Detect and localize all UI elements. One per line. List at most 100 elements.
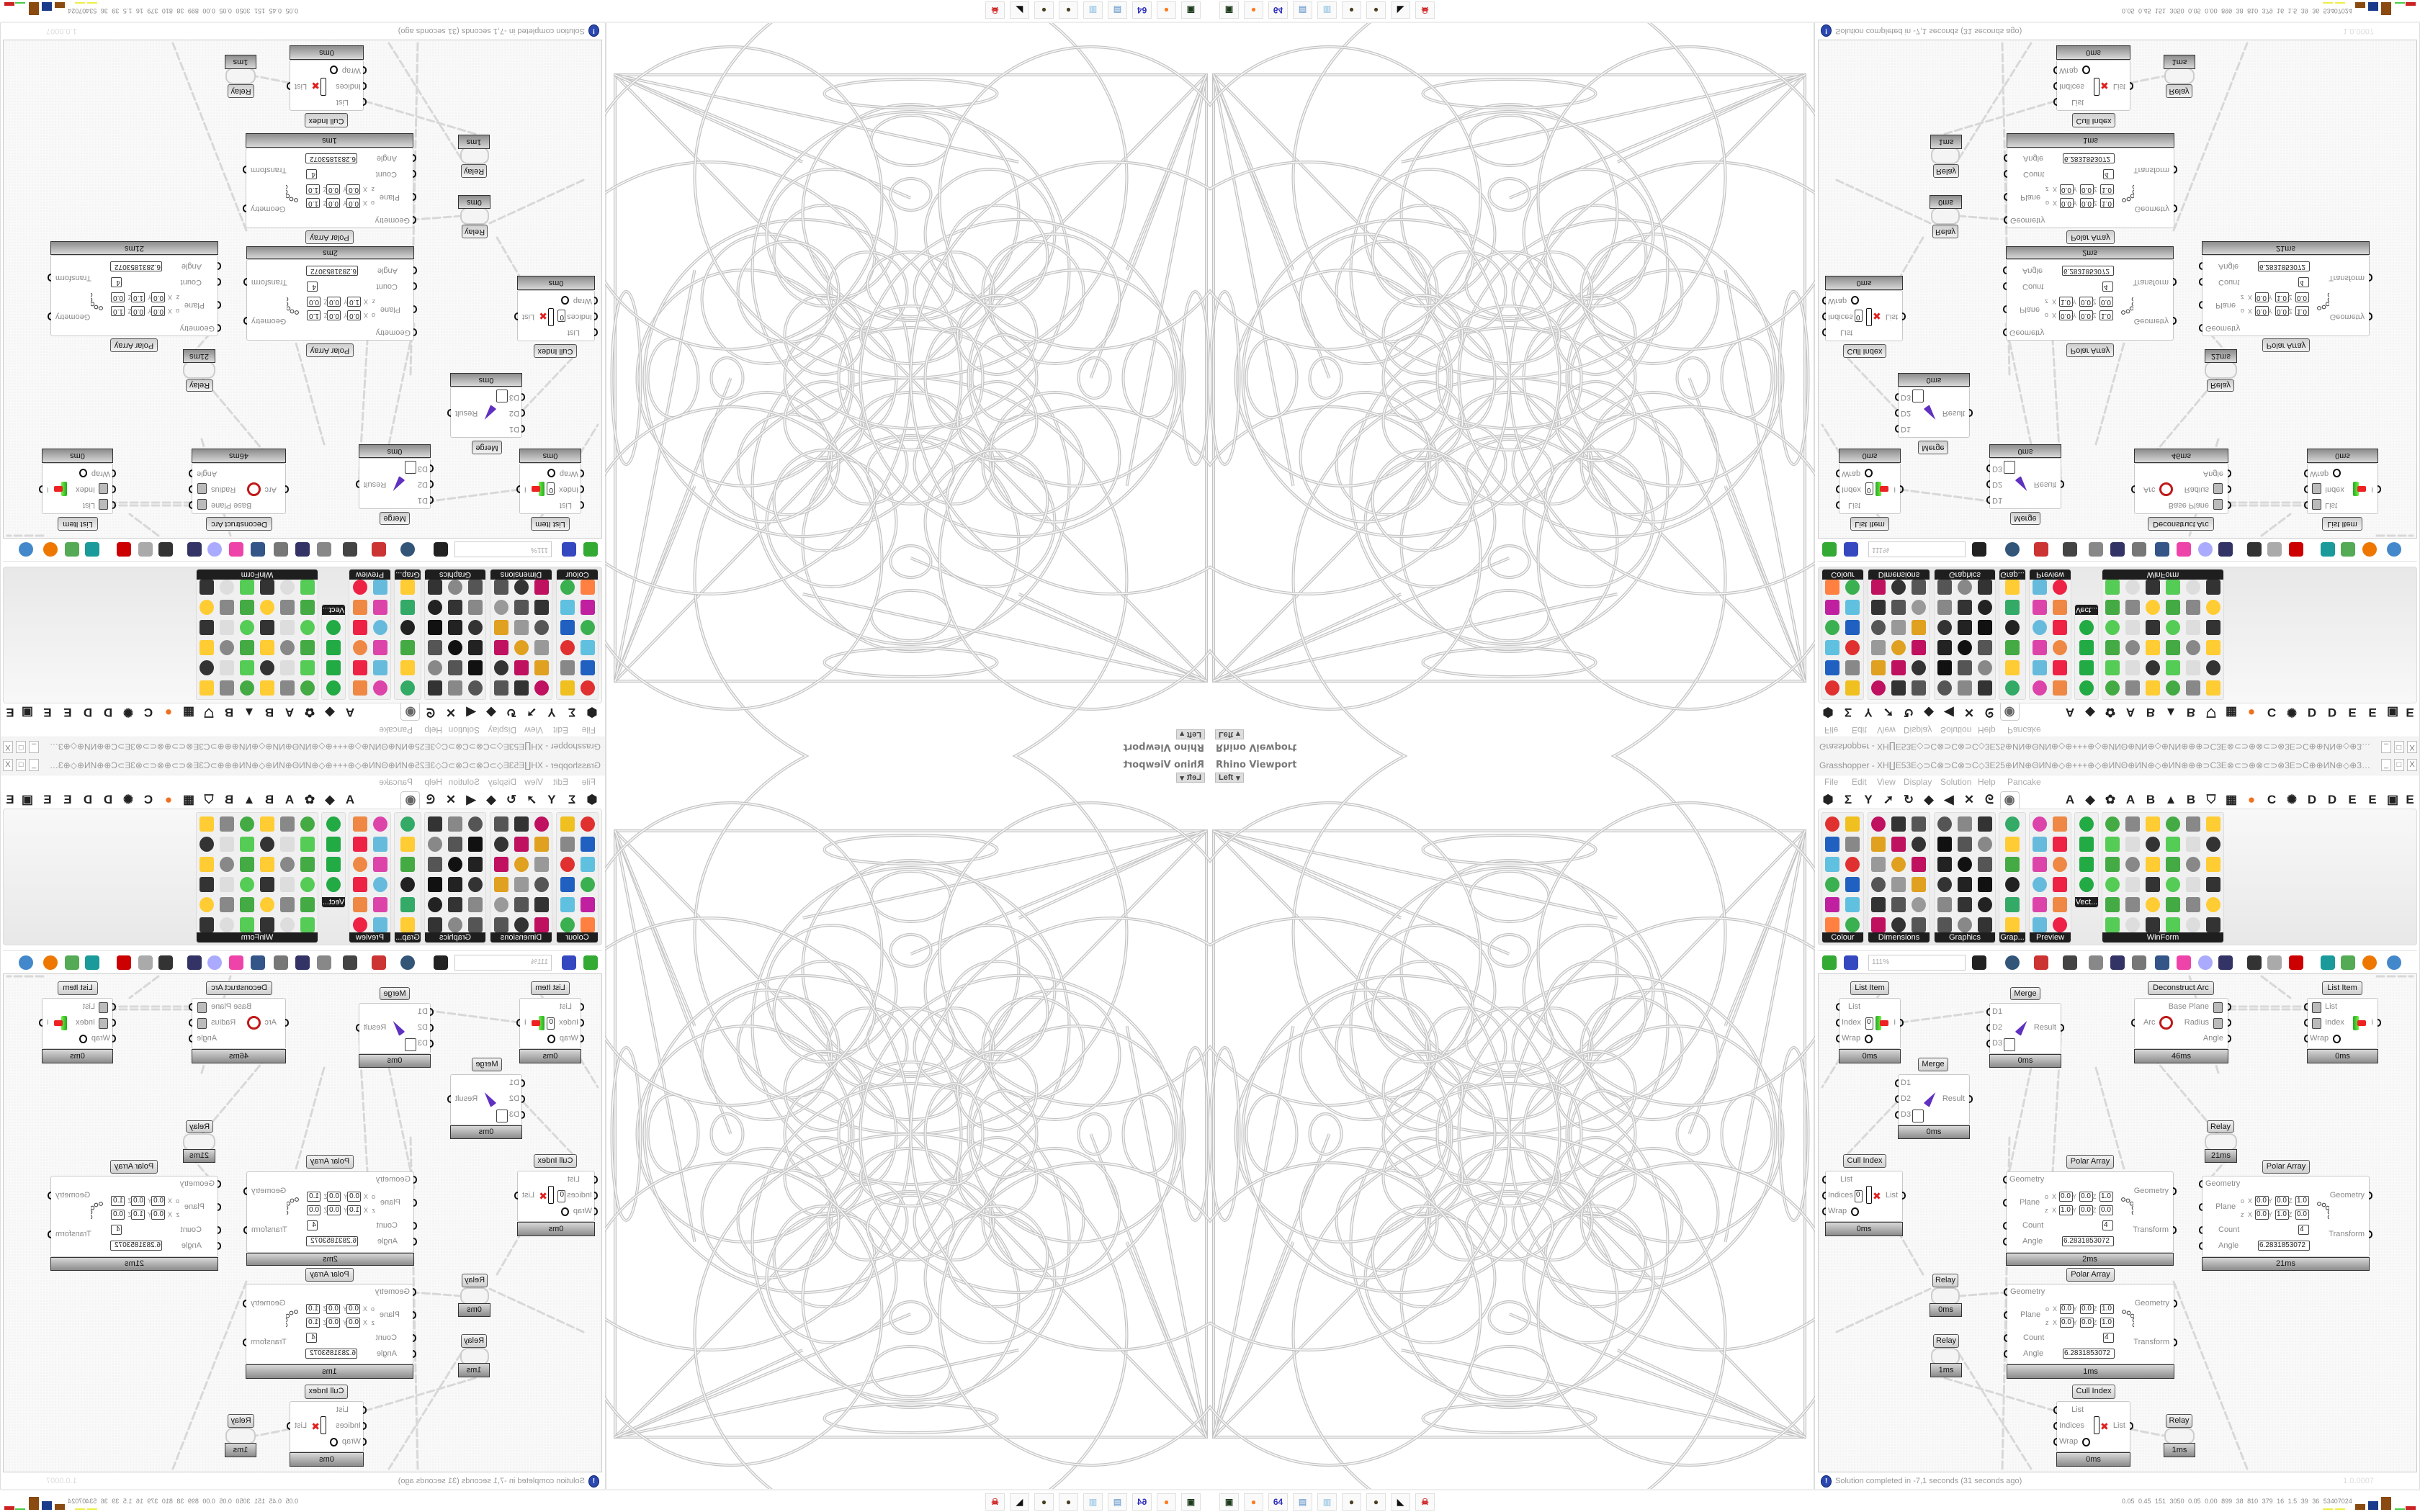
input-grip[interactable]	[1986, 464, 1990, 472]
taskbar-app-button[interactable]: ●	[1366, 1, 1386, 19]
count-field[interactable]: 4	[111, 1225, 122, 1235]
count-field[interactable]: 4	[2103, 1333, 2114, 1343]
input-grip[interactable]	[1836, 1019, 1839, 1027]
plane-value-field[interactable]: 0.0	[151, 306, 165, 316]
input-grip[interactable]	[2131, 485, 2135, 493]
component-icon[interactable]	[1958, 837, 1972, 852]
taskbar-app-button[interactable]: ▤	[1108, 1, 1127, 19]
angle-field[interactable]: 6.2831853072	[2258, 261, 2310, 271]
component-icon[interactable]	[1937, 857, 1952, 872]
taskbar-app-button[interactable]: ☠	[1415, 1, 1435, 19]
node-body[interactable]: Geometry Plane Count Angle o X 0.0 Y 0.0 Z 1.0 z X 0.…	[243, 148, 416, 228]
index-value-field[interactable]: 0	[1865, 1017, 1873, 1030]
tab-icon[interactable]: ✕	[1963, 793, 1975, 806]
ribbon-teal-icon[interactable]	[2321, 955, 2335, 970]
node-title[interactable]: Merge	[1918, 441, 1948, 454]
node-body[interactable]: Arc Base Plane Radius Angle	[2131, 463, 2231, 514]
component-icon[interactable]	[2105, 816, 2120, 832]
component-icon[interactable]	[2033, 917, 2047, 932]
component-icon[interactable]	[2125, 816, 2140, 832]
node-body[interactable]: Geometry Plane Count Angle o X 0.0 Y 0.0 Z 1.0 z X 1.…	[243, 1171, 417, 1253]
plane-value-field[interactable]: 0.0	[346, 198, 360, 208]
taskbar-app-button[interactable]: ◣	[1391, 1, 1410, 19]
index-value-field[interactable]: 0	[1865, 482, 1873, 495]
plane-value-field[interactable]: 0.0	[2080, 198, 2094, 208]
relay-body[interactable]	[2205, 361, 2237, 379]
component-icon[interactable]	[1937, 816, 1952, 832]
plane-value-field[interactable]: 1.0	[306, 198, 320, 208]
taskbar-app-button[interactable]: ●	[1342, 1493, 1361, 1511]
input-grip[interactable]	[2053, 1406, 2057, 1414]
node-title[interactable]: Relay	[462, 1274, 488, 1287]
count-field[interactable]: 4	[2298, 1225, 2309, 1235]
taskbar-app-button[interactable]: ▥	[1317, 1493, 1337, 1511]
component-icon[interactable]	[2166, 857, 2180, 872]
component-icon[interactable]	[2146, 897, 2160, 912]
node-title[interactable]: Relay	[2207, 379, 2234, 392]
plane-value-field[interactable]: 0.0	[347, 310, 361, 320]
component-icon[interactable]	[1912, 816, 1926, 832]
output-grip[interactable]	[39, 485, 42, 493]
output-grip[interactable]	[514, 1192, 518, 1200]
input-grip[interactable]	[1822, 328, 1826, 336]
component-icon[interactable]	[2053, 897, 2067, 912]
output-grip[interactable]	[243, 166, 246, 174]
input-grip[interactable]	[1986, 480, 1990, 488]
menu-help[interactable]: Help	[1978, 777, 1996, 787]
plane-value-field[interactable]: 1.0	[2100, 198, 2114, 208]
plane-value-field[interactable]: 0.0	[131, 306, 145, 316]
wrap-toggle[interactable]	[1865, 469, 1873, 477]
taskbar-app-button[interactable]: ●	[1244, 1, 1263, 19]
component-icon[interactable]	[2186, 816, 2200, 832]
component-icon[interactable]	[1958, 917, 1972, 932]
component-icon[interactable]	[2005, 877, 2020, 892]
wrap-toggle[interactable]	[79, 469, 87, 477]
node-title[interactable]: Deconstruct Arc	[206, 981, 272, 995]
output-grip[interactable]	[1969, 1095, 1973, 1103]
taskbar-app-button[interactable]: ●	[1157, 1, 1176, 19]
input-grip[interactable]	[1895, 1079, 1899, 1087]
node-title[interactable]: Relay	[1932, 225, 1958, 238]
component-icon[interactable]	[2166, 837, 2180, 852]
node-title[interactable]: List Item	[2322, 517, 2362, 531]
input-grip[interactable]	[2199, 262, 2202, 270]
output-grip[interactable]	[1902, 1192, 1906, 1200]
taskbar-app-button[interactable]: 64	[1132, 1493, 1152, 1511]
cross-icon[interactable]	[2218, 955, 2233, 970]
input-grip[interactable]	[2199, 278, 2202, 286]
output-grip[interactable]	[1900, 1019, 1904, 1027]
wrap-toggle[interactable]	[2082, 66, 2090, 74]
active-tab[interactable]	[2000, 791, 2020, 811]
tab-icon[interactable]: ⛉	[2206, 793, 2216, 806]
info-icon[interactable]: !	[1821, 1475, 1832, 1488]
bake-icon[interactable]	[2063, 955, 2077, 970]
output-grip[interactable]	[447, 1095, 451, 1103]
node-body[interactable]: Arc Base Plane Radius Angle	[189, 998, 289, 1049]
tab-icon[interactable]: ◉	[2004, 793, 2015, 806]
output-grip[interactable]	[287, 1422, 290, 1430]
input-grip[interactable]	[2004, 1350, 2007, 1358]
capsule-icon[interactable]	[2247, 955, 2262, 970]
menu-file[interactable]: File	[1824, 777, 1839, 787]
node-title[interactable]: Cull Index	[2072, 1385, 2115, 1399]
node-title[interactable]: Relay	[228, 84, 254, 98]
node-body[interactable]: Geometry Plane Count Angle o X 0.0 Y 0.0 Z 1.0 z X 0.…	[2004, 148, 2177, 228]
node-title[interactable]: List Item	[1850, 981, 1889, 995]
component-icon[interactable]	[2166, 917, 2180, 932]
plane-value-field[interactable]: 0.0	[2059, 310, 2073, 320]
node-title[interactable]: Polar Array	[2262, 1160, 2310, 1174]
component-icon[interactable]	[1845, 897, 1860, 912]
component-icon[interactable]	[2186, 897, 2200, 912]
component-icon[interactable]	[1958, 816, 1972, 832]
component-icon[interactable]	[1845, 917, 1860, 932]
component-icon[interactable]	[2005, 837, 2020, 852]
input-grip[interactable]	[1822, 312, 1826, 320]
component-icon[interactable]	[2146, 877, 2160, 892]
node-title[interactable]: Polar Array	[110, 338, 158, 352]
plane-value-field[interactable]: 1.0	[306, 1304, 320, 1314]
node-title[interactable]: Relay	[186, 379, 213, 392]
panel-label[interactable]: Preview	[2030, 932, 2071, 942]
output-grip[interactable]	[516, 485, 520, 493]
node-body[interactable]: Geometry Plane Count Angle o X 0.0 Y 0.0 Z 1.0 z X 0.…	[243, 1284, 416, 1364]
plane-value-field[interactable]: 1.0	[2059, 297, 2073, 307]
